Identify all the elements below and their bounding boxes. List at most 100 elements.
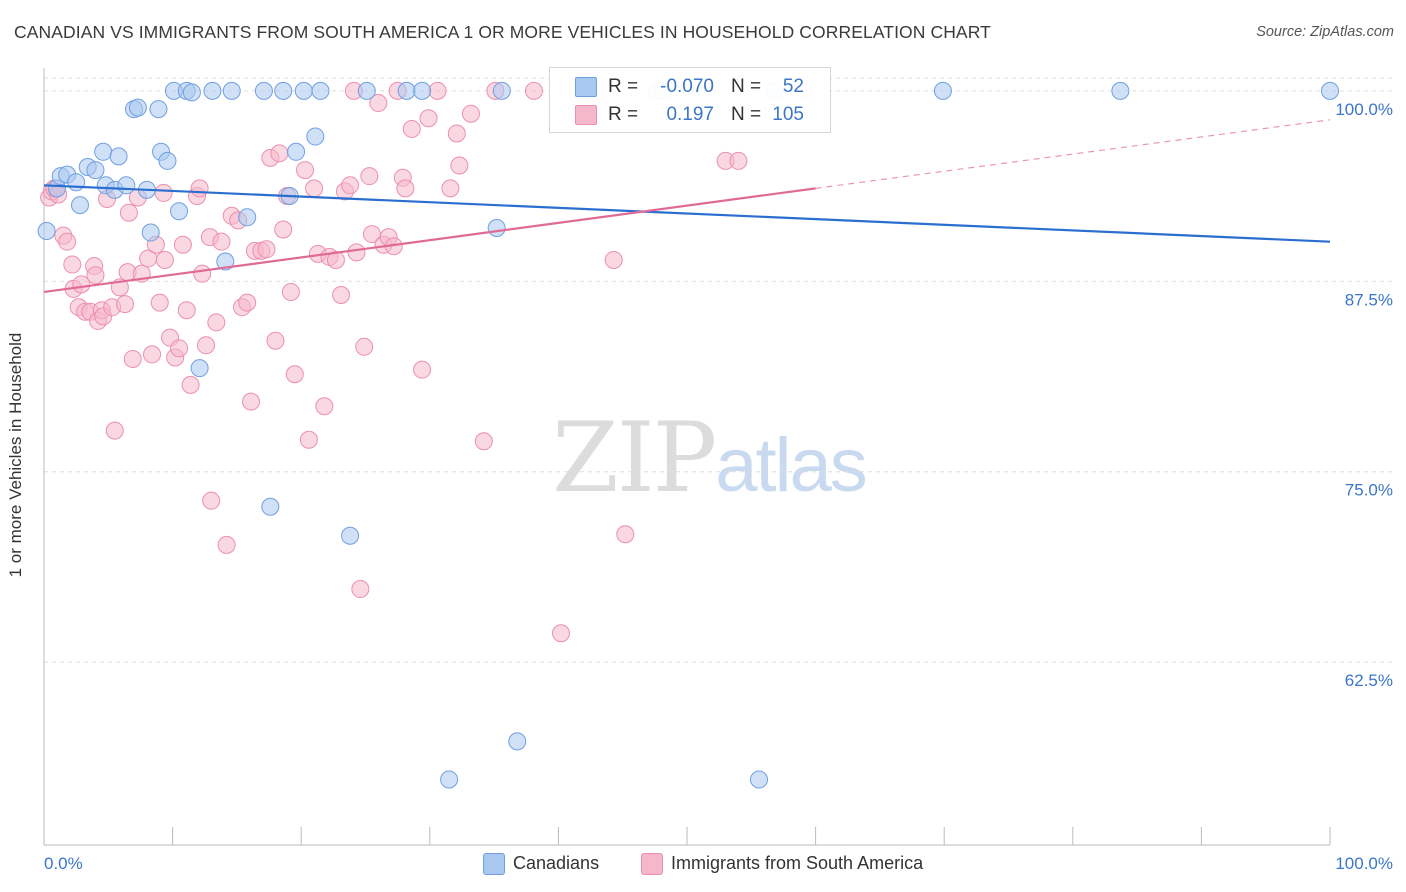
canadians-point [413, 81, 432, 100]
canadians-point [203, 81, 222, 100]
immigrants-point [266, 331, 285, 350]
immigrants-point [285, 365, 304, 384]
immigrants-point [441, 179, 460, 198]
immigrants-point [450, 156, 469, 175]
canadians-point [1321, 81, 1339, 100]
legend-swatch-canadians [575, 77, 597, 97]
y-tick-label: 62.5% [1345, 671, 1393, 690]
immigrants-point [154, 183, 173, 202]
legend-r-value: -0.070 [660, 76, 714, 97]
immigrants-point [190, 179, 209, 198]
immigrants-point [119, 203, 138, 222]
legend-row-canadians: R = -0.070 N = 52 [550, 72, 830, 102]
legend-n-value: 105 [772, 104, 804, 125]
immigrants-point [123, 349, 142, 368]
canadians-point [182, 83, 201, 102]
canadians-point [397, 81, 416, 100]
y-tick-label: 87.5% [1345, 290, 1393, 309]
immigrants-point [413, 360, 432, 379]
immigrants-point [212, 232, 231, 251]
immigrants-point [551, 624, 570, 643]
legend-n-label: N = [731, 76, 762, 97]
source-label: Source: ZipAtlas.com [1256, 24, 1394, 40]
immigrants-point [281, 282, 300, 301]
immigrants-point [604, 250, 623, 269]
legend-r-label: R = [608, 104, 639, 125]
immigrants-point [315, 397, 334, 416]
immigrants-point [351, 580, 370, 599]
immigrants-point [143, 345, 162, 364]
immigrants-point [326, 250, 345, 269]
immigrants-point [238, 293, 257, 312]
canadians-point [287, 142, 306, 161]
immigrants-point [181, 375, 200, 394]
immigrants-point [729, 151, 748, 170]
canadians-point [141, 223, 160, 242]
immigrants-point [305, 179, 324, 198]
immigrants-point [616, 525, 635, 544]
canadians-point [254, 81, 273, 100]
canadians-point [294, 81, 313, 100]
immigrants-trend-extension [815, 119, 1331, 189]
correlation-legend: R = -0.070 N = 52 R = 0.197 N = 105 [549, 67, 831, 133]
immigrants-point [202, 491, 221, 510]
immigrants-point [402, 119, 421, 138]
canadians-point [306, 127, 325, 146]
immigrants-point [170, 339, 189, 358]
legend-r-label: R = [608, 76, 639, 97]
immigrants-point [155, 250, 174, 269]
immigrants-point [332, 286, 351, 305]
bottom-legend-swatch-immigrants [641, 853, 663, 875]
canadians-point [341, 526, 360, 545]
immigrants-point [524, 81, 543, 100]
canadians-point [158, 151, 177, 170]
immigrants-point [355, 337, 374, 356]
canadians-point [222, 81, 241, 100]
immigrants-point [177, 301, 196, 320]
chart-title: CANADIAN VS IMMIGRANTS FROM SOUTH AMERIC… [14, 22, 991, 42]
immigrants-point [428, 81, 447, 100]
canadians-point [487, 218, 506, 237]
watermark: ZIPatlas [552, 402, 868, 514]
immigrants-point [150, 293, 169, 312]
canadians-point [238, 208, 257, 227]
watermark-zip: ZIP [552, 402, 717, 514]
immigrants-point [58, 232, 77, 251]
immigrants-point [274, 220, 293, 239]
canadians-point [492, 81, 511, 100]
canadians-point [216, 252, 235, 271]
canadians-point [71, 196, 90, 215]
immigrants-point [217, 535, 236, 554]
immigrants-point [419, 109, 438, 128]
canadians-trend-line [43, 184, 1331, 243]
canadians-point [261, 497, 280, 516]
canadians-point [67, 173, 86, 192]
canadians-point [149, 100, 168, 119]
legend-n-label: N = [731, 104, 762, 125]
immigrants-point [116, 295, 135, 314]
canadians-point [117, 176, 136, 195]
immigrants-point [193, 264, 212, 283]
immigrants-point [63, 255, 82, 274]
canadians-point [311, 81, 330, 100]
immigrants-point [474, 432, 493, 451]
immigrants-point [105, 421, 124, 440]
canadians-point [1111, 81, 1130, 100]
immigrants-point [296, 161, 315, 180]
immigrants-point [207, 313, 226, 332]
y-tick-label: 75.0% [1345, 481, 1393, 500]
immigrants-point [173, 235, 192, 254]
x-tick-label: 100.0% [1335, 854, 1393, 873]
bottom-legend-swatch-canadians [483, 853, 505, 875]
canadians-point [86, 161, 105, 180]
y-tick-label: 100.0% [1335, 100, 1393, 119]
immigrants-point [447, 124, 466, 143]
watermark-atlas: atlas [715, 423, 868, 508]
canadians-point [128, 98, 147, 117]
canadians-point [170, 202, 189, 221]
y-axis-label: 1 or more Vehicles in Household [6, 332, 25, 578]
immigrants-point [369, 94, 388, 113]
immigrants-point [270, 144, 289, 163]
legend-r-value: 0.197 [666, 104, 714, 125]
